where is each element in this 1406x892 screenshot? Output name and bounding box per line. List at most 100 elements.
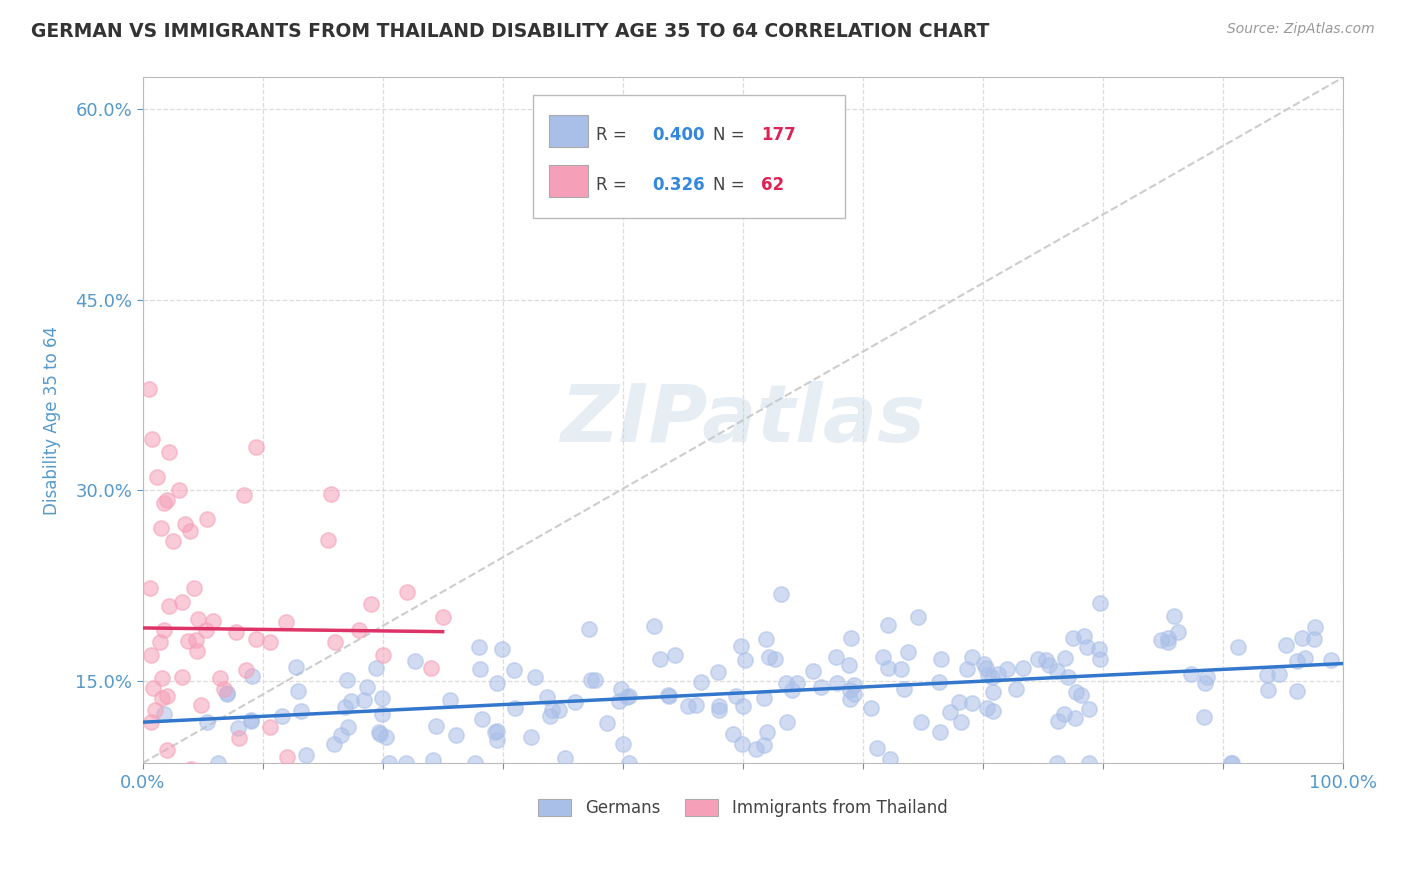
Point <box>780 682 803 697</box>
Point <box>844 688 866 702</box>
Point <box>183 581 205 595</box>
Point <box>245 632 267 646</box>
Point <box>156 794 179 808</box>
Point <box>471 712 494 726</box>
Point <box>240 714 263 728</box>
Point <box>468 640 491 655</box>
Point <box>195 512 218 526</box>
Point <box>287 684 309 698</box>
Point <box>156 689 179 703</box>
Point <box>139 581 162 595</box>
Point <box>356 680 378 694</box>
Text: R =: R = <box>596 127 637 145</box>
Point <box>1220 756 1243 771</box>
FancyBboxPatch shape <box>550 114 588 147</box>
Point <box>470 662 492 676</box>
Text: ZIPatlas: ZIPatlas <box>560 381 925 459</box>
Point <box>995 662 1018 676</box>
Point <box>1303 632 1326 646</box>
Point <box>893 681 915 696</box>
Point <box>157 445 180 459</box>
Point <box>1087 642 1109 657</box>
Point <box>664 648 686 662</box>
Point <box>285 660 308 674</box>
Point <box>1305 620 1327 634</box>
Point <box>1076 640 1098 655</box>
Point <box>643 618 665 632</box>
Point <box>709 699 731 714</box>
Point <box>167 483 190 497</box>
Point <box>976 700 998 714</box>
FancyBboxPatch shape <box>533 95 845 218</box>
Point <box>973 657 995 672</box>
Point <box>948 695 970 709</box>
Point <box>142 681 165 696</box>
Point <box>548 703 571 717</box>
Point <box>444 728 467 742</box>
Point <box>706 665 728 679</box>
Point <box>170 595 193 609</box>
Point <box>1077 702 1099 716</box>
Point <box>1157 635 1180 649</box>
Point <box>323 737 346 751</box>
Point <box>839 692 862 706</box>
Point <box>744 742 766 756</box>
Point <box>734 653 756 667</box>
Point <box>810 680 832 694</box>
Point <box>202 614 225 628</box>
Point <box>156 493 179 508</box>
Point <box>228 731 250 745</box>
Point <box>616 690 638 704</box>
Point <box>876 661 898 675</box>
Point <box>523 669 546 683</box>
Point <box>889 662 911 676</box>
Point <box>187 612 209 626</box>
Point <box>1045 664 1067 678</box>
Point <box>141 714 163 729</box>
Point <box>217 687 239 701</box>
Point <box>981 669 1004 683</box>
Point <box>983 705 1005 719</box>
Point <box>879 752 901 766</box>
Point <box>368 725 391 739</box>
Point <box>929 725 952 739</box>
Point <box>217 686 239 700</box>
Point <box>212 681 235 696</box>
Point <box>1062 632 1084 646</box>
Point <box>276 615 298 629</box>
Point <box>149 521 172 535</box>
Point <box>184 632 207 647</box>
Point <box>1090 596 1112 610</box>
Point <box>1038 658 1060 673</box>
Point <box>839 631 862 645</box>
Point <box>1180 666 1202 681</box>
Point <box>139 648 162 662</box>
Point <box>316 533 339 547</box>
Point <box>838 658 860 673</box>
Point <box>503 663 526 677</box>
Point <box>1275 638 1298 652</box>
Point <box>1057 670 1080 684</box>
Point <box>259 720 281 734</box>
Point <box>1167 625 1189 640</box>
Point <box>1285 654 1308 668</box>
Point <box>153 707 176 722</box>
Point <box>731 699 754 714</box>
Point <box>579 673 602 687</box>
Point <box>1156 631 1178 645</box>
Point <box>1320 653 1343 667</box>
Point <box>464 756 486 771</box>
Point <box>754 690 776 705</box>
Point <box>347 623 370 637</box>
Point <box>721 727 744 741</box>
Point <box>755 632 778 647</box>
Text: N =: N = <box>713 177 749 194</box>
Point <box>208 671 231 685</box>
Point <box>538 708 561 723</box>
Point <box>838 683 860 698</box>
Point <box>378 756 401 771</box>
Point <box>233 488 256 502</box>
Point <box>801 665 824 679</box>
Text: 0.326: 0.326 <box>652 177 706 194</box>
Point <box>166 773 188 788</box>
